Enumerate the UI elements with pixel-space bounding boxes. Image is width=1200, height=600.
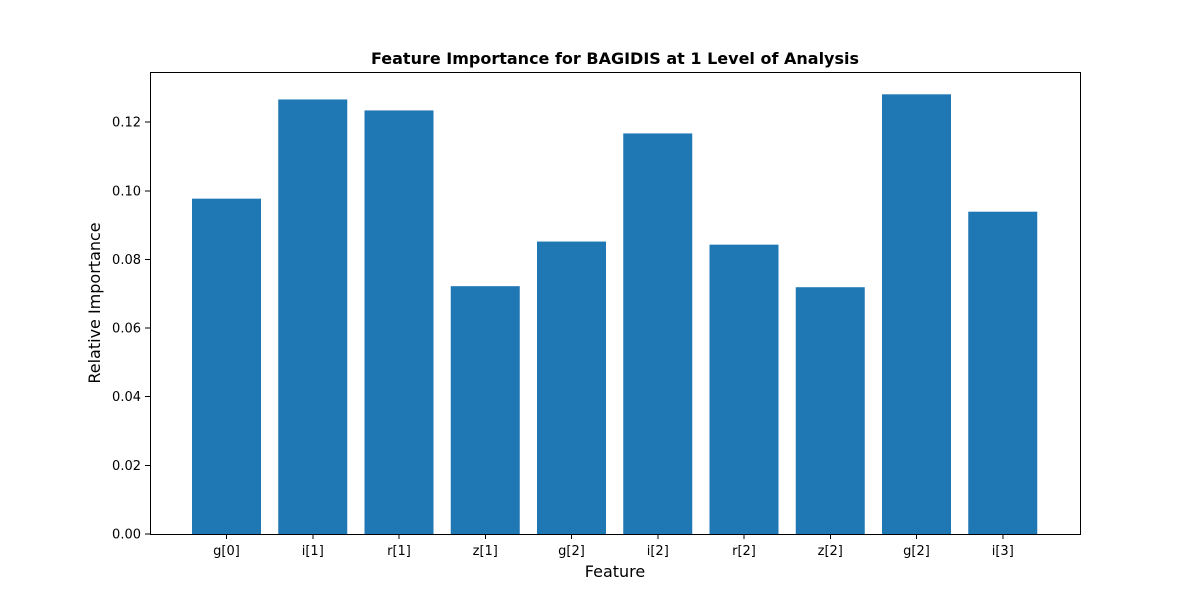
y-axis-label: Relative Importance <box>85 222 104 383</box>
y-tick-label-6: 0.12 <box>112 116 141 131</box>
x-axis-label: Feature <box>585 562 645 581</box>
y-tick-label-2: 0.04 <box>112 390 141 405</box>
bar-5 <box>623 133 693 534</box>
x-tick-label-5: i[2] <box>647 544 669 559</box>
y-tick-label-3: 0.06 <box>112 322 141 337</box>
x-tick-label-6: r[2] <box>732 544 756 559</box>
y-tick-label-1: 0.02 <box>112 459 141 474</box>
y-tick-label-0: 0.00 <box>112 528 141 543</box>
chart-title: Feature Importance for BAGIDIS at 1 Leve… <box>371 49 859 68</box>
x-tick-label-1: i[1] <box>302 544 324 559</box>
x-tick-label-3: z[1] <box>473 544 498 559</box>
x-tick-label-9: i[3] <box>992 544 1014 559</box>
bar-9 <box>968 211 1038 534</box>
x-axis: g[0] i[1] r[1] z[1] g[2] i[2] r[2] z[2] g[2] i[3] <box>213 534 1014 559</box>
bar-2 <box>364 110 434 534</box>
x-tick-label-7: z[2] <box>818 544 843 559</box>
bar-8 <box>882 94 951 534</box>
x-tick-label-2: r[1] <box>387 544 411 559</box>
y-tick-label-4: 0.08 <box>112 253 141 268</box>
plot-frame <box>150 72 1081 535</box>
bar-1 <box>278 99 348 535</box>
x-tick-label-4: g[2] <box>558 544 585 559</box>
plot-area <box>192 94 1038 535</box>
x-tick-label-8: g[2] <box>903 544 930 559</box>
bar-0 <box>192 198 261 534</box>
bar-3 <box>450 286 520 534</box>
y-axis: 0.00 0.02 0.04 0.06 0.08 0.10 0.12 <box>112 116 150 543</box>
y-tick-label-5: 0.10 <box>112 184 141 199</box>
x-tick-label-0: g[0] <box>213 544 240 559</box>
bar-7 <box>795 287 865 534</box>
bar-6 <box>709 244 779 534</box>
bar-4 <box>537 241 606 534</box>
